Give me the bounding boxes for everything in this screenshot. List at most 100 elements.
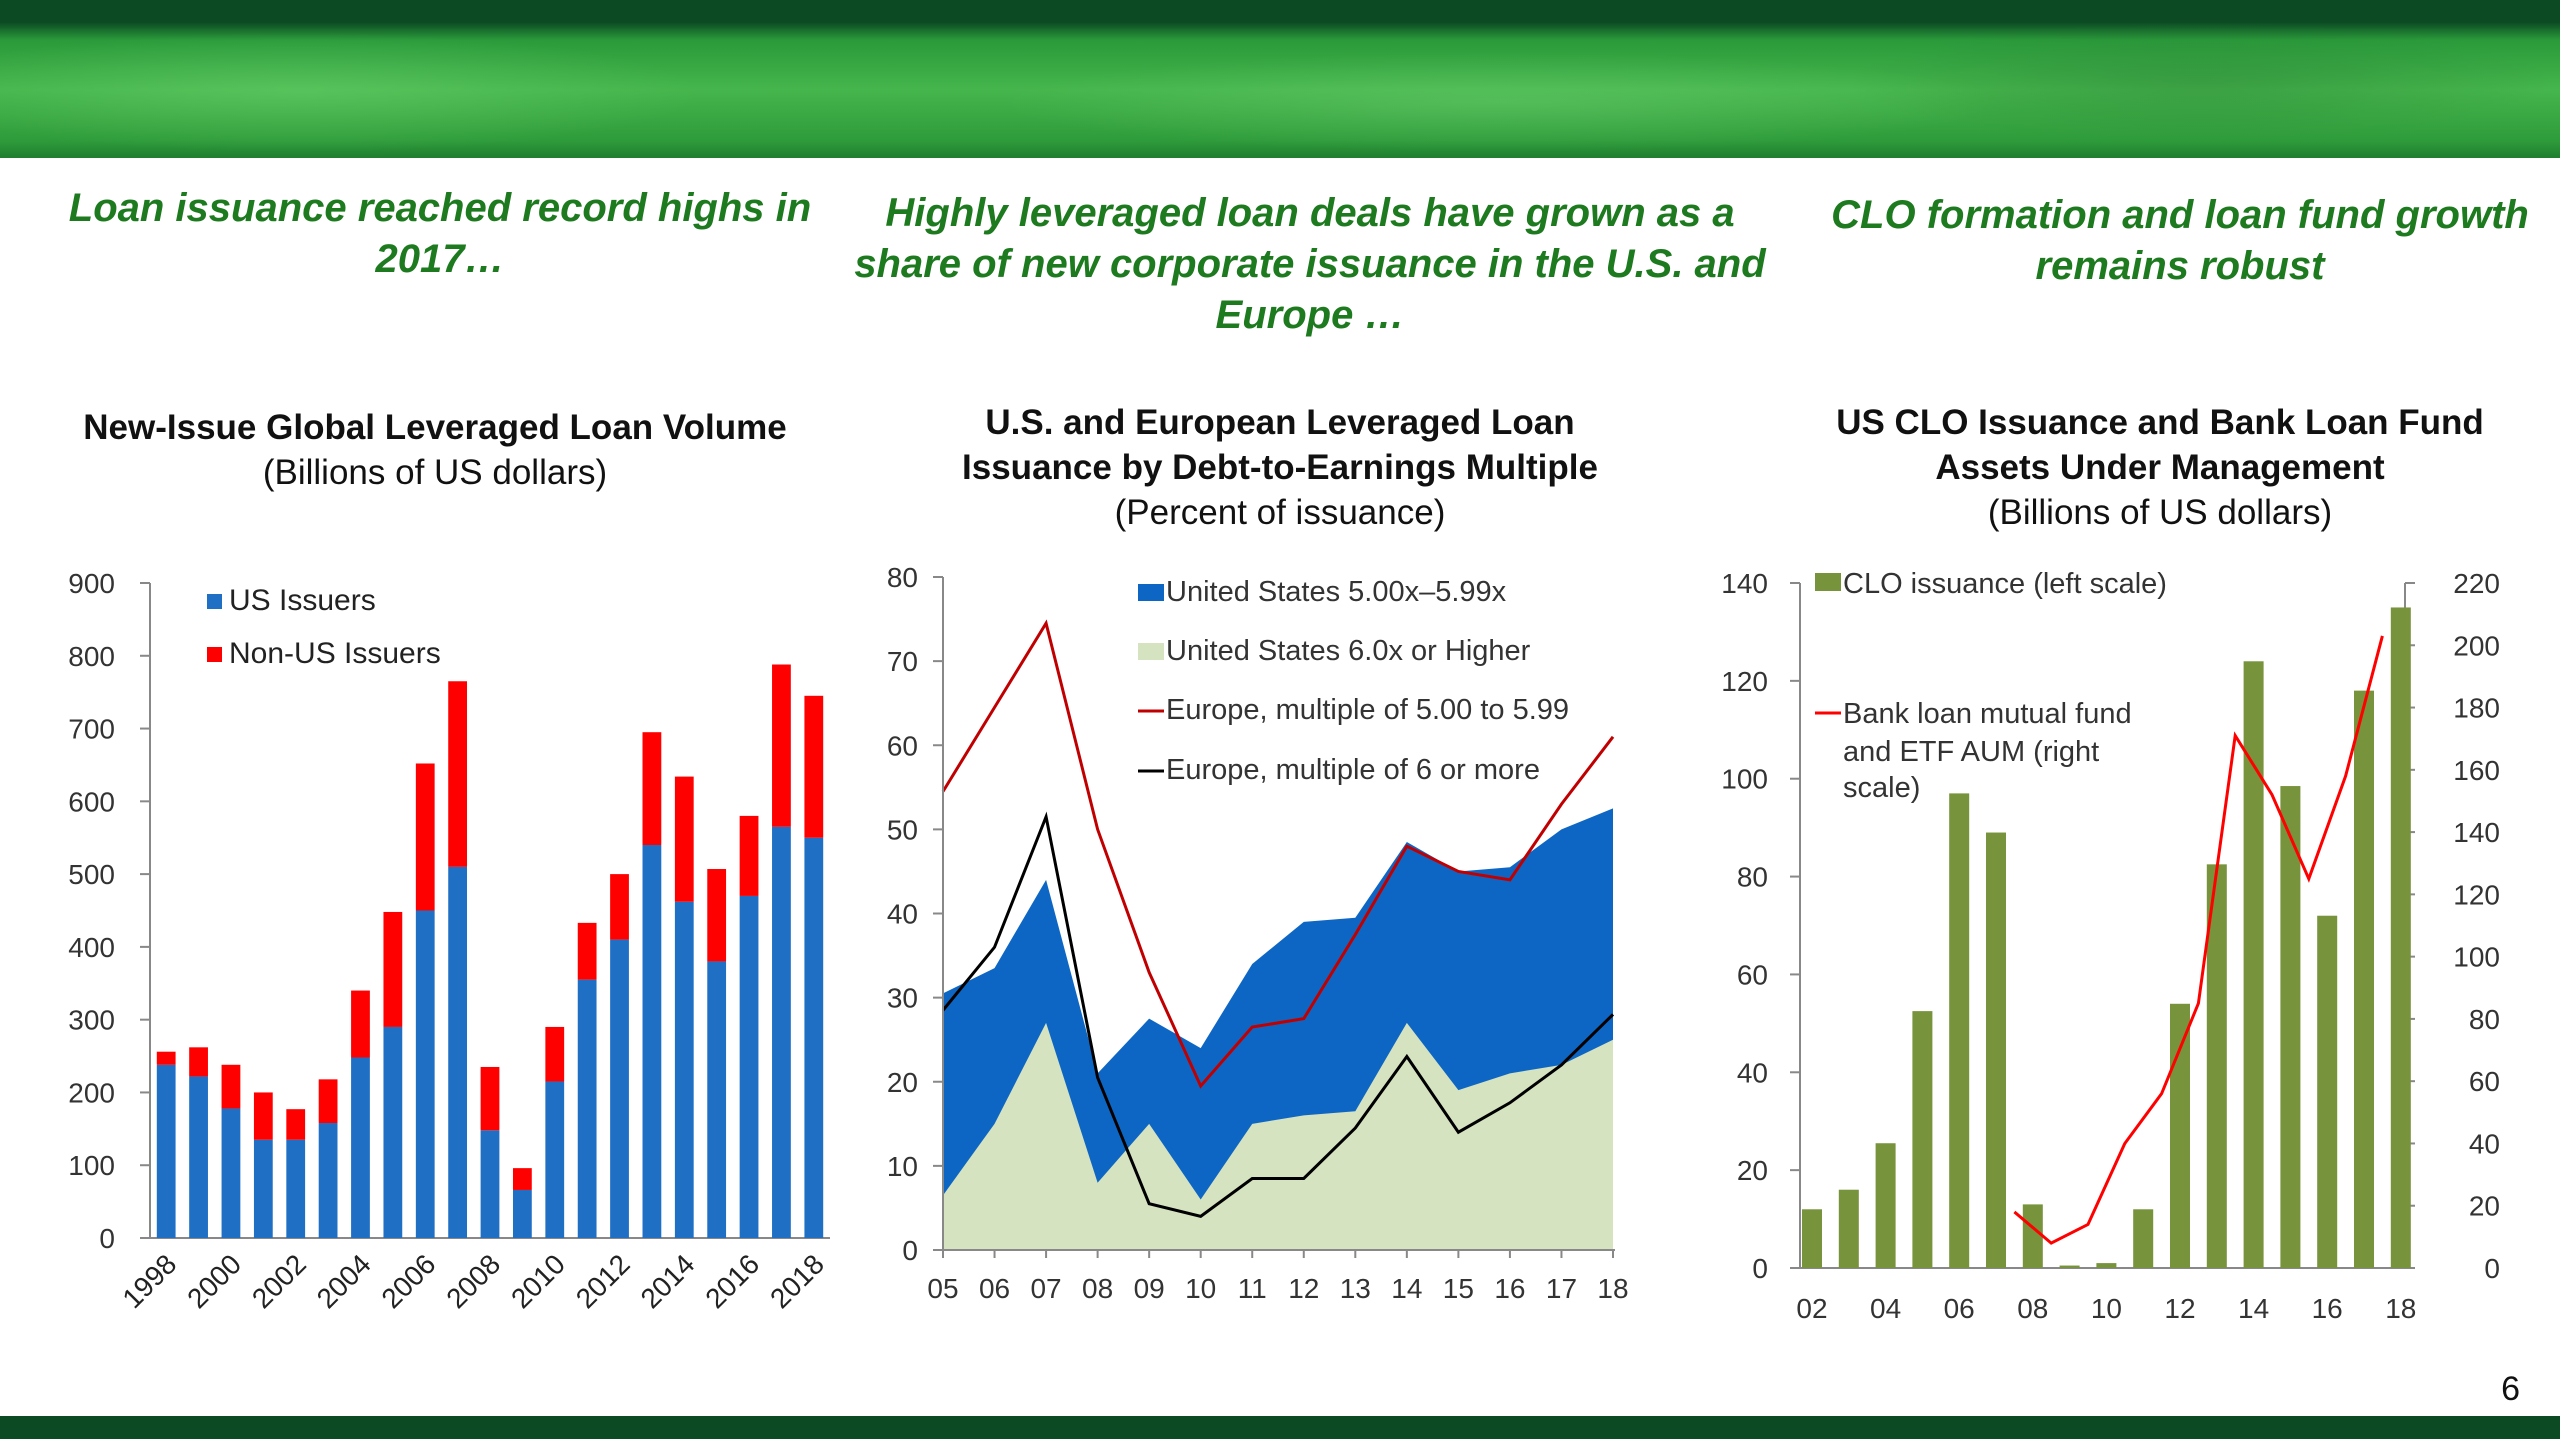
chart1-x-tick-label: 2018 [764, 1248, 830, 1314]
chart1-bar-non-us-issuers [642, 732, 662, 845]
chart3-y-tick-label-right: 80 [2469, 1004, 2500, 1035]
chart3-subtitle: (Billions of US dollars) [1987, 493, 2333, 532]
chart1-legend-label: US Issuers [229, 584, 376, 617]
chart3-x-tick-label: 18 [2385, 1293, 2416, 1324]
chart3-legend-label-clo: CLO issuance (left scale) [1843, 568, 2167, 600]
chart2-x-tick-label: 06 [979, 1273, 1010, 1304]
chart1-bar-us-issuers [545, 1081, 565, 1238]
chart2-title-line1: U.S. and European Leveraged Loan [985, 403, 1575, 442]
chart3-y-tick-label-left: 120 [1721, 666, 1768, 697]
chart3-bar-clo-issuance [2133, 1209, 2154, 1268]
chart3-x-tick-label: 16 [2312, 1293, 2343, 1324]
chart3-y-tick-label-left: 40 [1737, 1057, 1768, 1088]
chart2-x-tick-label: 07 [1030, 1273, 1061, 1304]
chart1-bar-us-issuers [512, 1189, 532, 1238]
chart1-bar-non-us-issuers [156, 1051, 176, 1065]
chart1-bar-us-issuers [642, 845, 662, 1238]
chart1-bar-us-issuers [318, 1123, 338, 1238]
chart1-y-tick-label: 900 [68, 568, 115, 599]
chart3-y-tick-label-right: 160 [2453, 755, 2500, 786]
chart1-bar-non-us-issuers [772, 664, 791, 827]
headline-right: CLO formation and loan fund growth remai… [1831, 193, 2529, 288]
chart2-title: U.S. and European Leveraged Loan Issuanc… [860, 400, 1700, 535]
chart1-bar-non-us-issuers [286, 1109, 306, 1140]
chart2-x-tick-label: 16 [1494, 1273, 1525, 1304]
chart2-y-tick-label: 60 [887, 730, 918, 761]
chart1-y-tick-label: 700 [68, 714, 115, 745]
chart1-y-tick-label: 0 [99, 1223, 115, 1254]
chart3-x-tick-label: 14 [2238, 1293, 2269, 1324]
chart3-legend-swatch-clo [1815, 573, 1841, 591]
chart2-subtitle: (Percent of issuance) [1114, 493, 1446, 532]
chart3-x-tick-label: 10 [2091, 1293, 2122, 1324]
chart3-bar-clo-issuance [2243, 661, 2264, 1268]
chart2-legend-label: United States 5.00x–5.99x [1166, 576, 1507, 608]
chart2-legend-swatch-us-5x [1138, 584, 1164, 601]
chart1-legend-label: Non-US Issuers [229, 637, 441, 670]
chart2-x-tick-label: 08 [1082, 1273, 1113, 1304]
chart2-x-tick-label: 10 [1185, 1273, 1216, 1304]
chart1-bar-non-us-issuers [351, 990, 370, 1058]
chart1-bar-us-issuers [480, 1130, 500, 1238]
chart1-y-tick-label: 200 [68, 1077, 115, 1108]
chart1-legend-swatch [207, 594, 222, 609]
chart3-y-tick-label-left: 20 [1737, 1155, 1768, 1186]
chart3-x-tick-label: 06 [1944, 1293, 1975, 1324]
headline-middle: Highly leveraged loan deals have grown a… [854, 191, 1766, 337]
chart3-x-tick-label: 12 [2164, 1293, 2195, 1324]
chart3-bar-clo-issuance [2280, 786, 2301, 1268]
chart3-y-tick-label-right: 0 [2484, 1253, 2500, 1284]
chart1-x-tick-label: 1998 [116, 1248, 182, 1314]
chart3-y-tick-label-right: 20 [2469, 1191, 2500, 1222]
chart3-y-tick-label-right: 120 [2453, 879, 2500, 910]
chart3-bar-clo-issuance [2354, 690, 2374, 1268]
chart1-bar-non-us-issuers [707, 869, 727, 962]
chart1-bar-non-us-issuers [610, 874, 629, 940]
chart1-x-tick-label: 2010 [505, 1248, 571, 1314]
chart2-x-tick-label: 13 [1340, 1273, 1371, 1304]
chart1-bar-us-issuers [448, 866, 468, 1238]
chart2-y-tick-label: 10 [887, 1151, 918, 1182]
headline-left: Loan issuance reached record highs in 20… [68, 186, 812, 281]
chart2-y-tick-label: 70 [887, 646, 918, 677]
chart1-title-text: New-Issue Global Leveraged Loan Volume [83, 408, 787, 447]
chart3-line-aum [2013, 635, 2384, 1245]
chart2-area-us-6x [943, 1022, 1613, 1250]
footer-band [0, 1416, 2560, 1439]
chart2-x-tick-label: 05 [927, 1273, 958, 1304]
chart1-bar-non-us-issuers [221, 1064, 241, 1109]
chart2-x-tick-label: 15 [1443, 1273, 1474, 1304]
chart1-x-tick-label: 2008 [440, 1248, 506, 1314]
chart3-y-tick-label-left: 0 [1752, 1253, 1768, 1284]
chart2-y-tick-label: 30 [887, 983, 918, 1014]
chart3-x-tick-label: 04 [1870, 1293, 1901, 1324]
chart1-bar-non-us-issuers [577, 922, 597, 980]
chart1-x-tick-label: 2012 [570, 1248, 636, 1314]
chart3-legend-label-aum-1: Bank loan mutual fund [1843, 698, 2132, 730]
chart2-x-tick-label: 12 [1288, 1273, 1319, 1304]
chart1-title: New-Issue Global Leveraged Loan Volume (… [20, 405, 850, 495]
chart1-bar-us-issuers [221, 1108, 241, 1238]
chart3-x-tick-label: 08 [2017, 1293, 2048, 1324]
chart1-bar-non-us-issuers [383, 911, 403, 1027]
chart3-y-tick-label-right: 180 [2453, 693, 2500, 724]
chart3-bar-clo-issuance [1912, 1011, 1933, 1268]
chart2-y-tick-label: 0 [902, 1235, 918, 1266]
chart1-y-tick-label: 400 [68, 932, 115, 963]
chart1-bar-non-us-issuers [318, 1079, 338, 1124]
header-banner [0, 0, 2560, 158]
chart3-x-tick-label: 02 [1796, 1293, 1827, 1324]
chart3-title: US CLO Issuance and Bank Loan Fund Asset… [1760, 400, 2560, 535]
chart1-bar-non-us-issuers [674, 776, 694, 902]
chart1-x-tick-label: 2016 [699, 1248, 765, 1314]
chart3-bar-clo-issuance [2022, 1204, 2043, 1268]
chart3-y-tick-label-right: 60 [2469, 1066, 2500, 1097]
chart1-bar-non-us-issuers [804, 695, 824, 838]
chart3-y-tick-label-right: 40 [2469, 1128, 2500, 1159]
chart1-bar-non-us-issuers [480, 1066, 500, 1131]
chart1-bar-us-issuers [286, 1139, 306, 1238]
chart1-bar-us-issuers [415, 910, 435, 1238]
chart3-bar-clo-issuance [2059, 1265, 2080, 1268]
chart3-bar-clo-issuance [2390, 607, 2411, 1268]
chart1-bar-non-us-issuers [545, 1026, 565, 1082]
